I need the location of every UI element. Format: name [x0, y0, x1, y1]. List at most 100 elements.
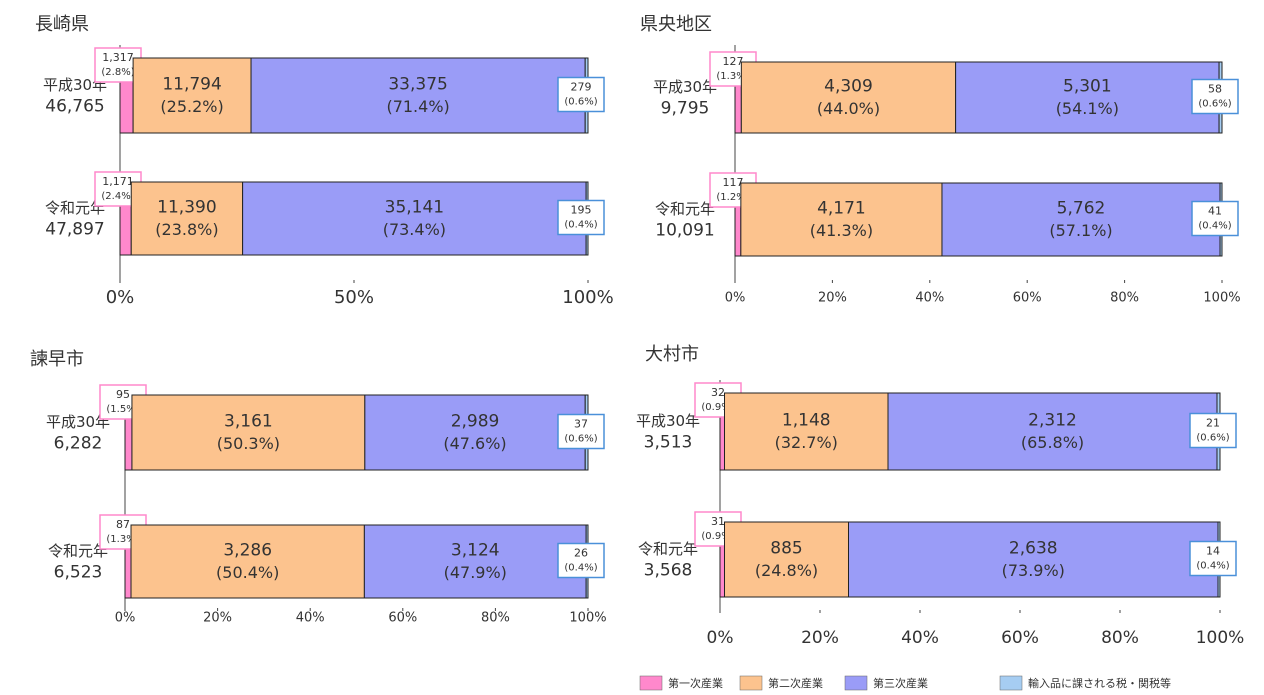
- count-label: 2,638: [1009, 539, 1058, 559]
- bar-segment: [363, 524, 587, 599]
- value-label: (1.3%): [106, 534, 139, 545]
- value-label: (50.3%): [217, 434, 280, 453]
- chart-title: 諫早市: [30, 349, 84, 370]
- bar-segment: [131, 394, 366, 471]
- value-label: (32.7%): [775, 433, 838, 452]
- x-tick-label: 40%: [296, 611, 325, 626]
- value-label: (0.9%): [701, 402, 734, 413]
- x-tick-label: 80%: [481, 611, 510, 626]
- count-label: 4,309: [824, 77, 873, 97]
- count-label: 35,141: [385, 198, 444, 218]
- category-label: 平成30年: [43, 76, 107, 94]
- category-label: 平成30年: [653, 78, 717, 96]
- x-tick-label: 40%: [901, 628, 939, 648]
- value-label: (73.4%): [383, 220, 446, 239]
- count-label: 26: [574, 547, 588, 560]
- x-tick-label: 0%: [115, 611, 136, 626]
- value-label: (0.6%): [564, 434, 597, 445]
- value-label: (2.4%): [101, 191, 134, 202]
- value-label: (23.8%): [155, 220, 218, 239]
- legend-swatch: [639, 675, 663, 691]
- category-total: 10,091: [655, 221, 714, 241]
- value-label: (1.3%): [716, 71, 749, 82]
- value-label: (0.6%): [564, 97, 597, 108]
- bar-segment: [130, 524, 365, 599]
- value-label: (54.1%): [1056, 99, 1119, 118]
- x-tick-label: 60%: [1001, 628, 1039, 648]
- value-label: (41.3%): [810, 221, 873, 240]
- legend-swatch: [739, 675, 763, 691]
- category-total: 6,282: [54, 434, 103, 454]
- bar-segment: [740, 182, 943, 257]
- legend-label: 輸入品に課される税・関税等: [1028, 676, 1171, 690]
- chart-title: 大村市: [645, 344, 699, 365]
- value-label: (25.2%): [160, 97, 223, 116]
- bar-segment: [724, 392, 889, 471]
- count-label: 3,124: [451, 541, 500, 561]
- value-label: (47.6%): [443, 434, 506, 453]
- count-label: 1,148: [782, 411, 831, 431]
- count-label: 195: [571, 204, 592, 217]
- count-label: 32: [711, 386, 725, 399]
- legend-swatch: [999, 675, 1023, 691]
- legend-label: 第二次産業: [768, 676, 823, 690]
- category-total: 6,523: [54, 563, 103, 583]
- x-tick-label: 100%: [1203, 291, 1240, 306]
- category-total: 3,568: [644, 561, 693, 581]
- count-label: 14: [1206, 545, 1220, 558]
- bar-segment: [848, 521, 1219, 598]
- x-tick-label: 100%: [1196, 628, 1245, 648]
- count-label: 87: [116, 518, 130, 531]
- count-label: 5,762: [1057, 199, 1106, 219]
- x-tick-label: 0%: [106, 287, 135, 308]
- value-label: (0.4%): [564, 563, 597, 574]
- count-label: 279: [571, 81, 592, 94]
- category-total: 46,765: [45, 97, 104, 117]
- count-label: 1,171: [102, 175, 134, 188]
- count-label: 58: [1208, 83, 1222, 96]
- value-label: (57.1%): [1049, 221, 1112, 240]
- count-label: 3,286: [223, 541, 272, 561]
- category-label: 平成30年: [46, 413, 110, 431]
- x-tick-label: 40%: [915, 291, 944, 306]
- category-label: 令和元年: [655, 200, 715, 218]
- label-box: [557, 199, 605, 236]
- value-label: (1.2%): [716, 192, 749, 203]
- x-tick-label: 80%: [1101, 628, 1139, 648]
- value-label: (2.8%): [101, 67, 134, 78]
- value-label: (47.9%): [444, 563, 507, 582]
- bar-segment: [740, 61, 957, 134]
- x-tick-label: 0%: [725, 291, 746, 306]
- legend-label: 第三次産業: [873, 676, 928, 690]
- value-label: (24.8%): [755, 561, 818, 580]
- bar-segment: [130, 181, 244, 256]
- count-label: 2,312: [1028, 411, 1077, 431]
- x-tick-label: 100%: [562, 287, 613, 308]
- value-label: (0.6%): [1196, 433, 1229, 444]
- x-tick-label: 0%: [707, 628, 734, 648]
- category-label: 令和元年: [638, 540, 698, 558]
- category-label: 平成30年: [636, 412, 700, 430]
- count-label: 4,171: [817, 199, 866, 219]
- category-label: 令和元年: [45, 199, 105, 217]
- x-tick-label: 50%: [334, 287, 374, 308]
- count-label: 3,161: [224, 412, 273, 432]
- label-box: [557, 413, 605, 450]
- label-box: [557, 542, 605, 579]
- count-label: 11,390: [157, 198, 216, 218]
- value-label: (0.9%): [701, 531, 734, 542]
- x-tick-label: 20%: [818, 291, 847, 306]
- bar-segment: [242, 181, 587, 256]
- x-tick-label: 100%: [569, 611, 606, 626]
- bar-segment: [250, 57, 586, 134]
- count-label: 5,301: [1063, 77, 1112, 97]
- x-tick-label: 20%: [801, 628, 839, 648]
- x-tick-label: 60%: [388, 611, 417, 626]
- category-total: 47,897: [45, 220, 104, 240]
- value-label: (0.6%): [1198, 99, 1231, 110]
- chart-title: 長崎県: [35, 14, 89, 35]
- count-label: 885: [770, 539, 802, 559]
- count-label: 117: [723, 176, 744, 189]
- category-label: 令和元年: [48, 542, 108, 560]
